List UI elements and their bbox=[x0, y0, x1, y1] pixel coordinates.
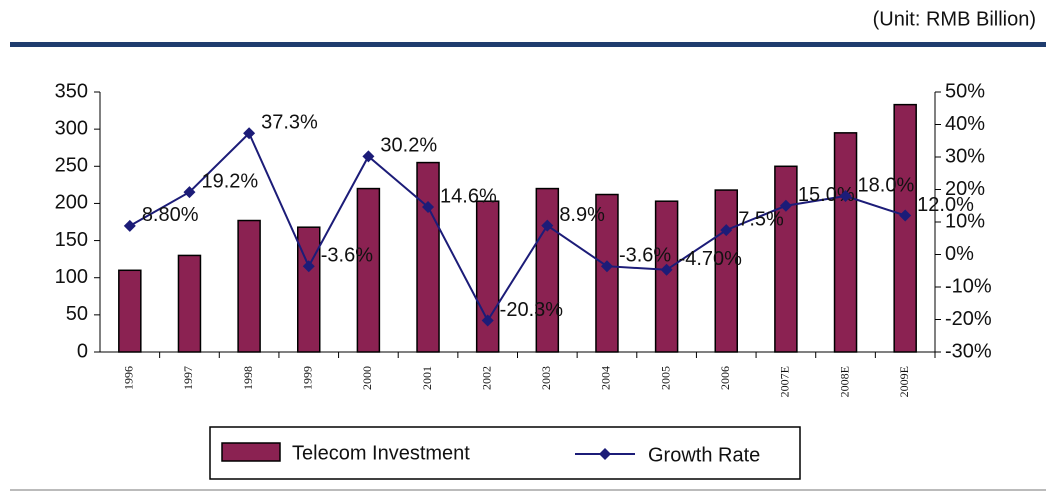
x-tick-label: 2003 bbox=[539, 366, 553, 390]
y2-tick-label: 30% bbox=[945, 145, 985, 167]
marker bbox=[839, 190, 852, 202]
bar bbox=[118, 269, 142, 353]
bar bbox=[297, 226, 321, 353]
bar bbox=[475, 200, 500, 353]
y2-tick-label: 0% bbox=[945, 243, 974, 265]
bar bbox=[535, 187, 560, 353]
subtitle: (Unit: RMB Billion) bbox=[873, 8, 1036, 30]
data-label: 19.2% bbox=[201, 170, 258, 192]
marker bbox=[720, 224, 733, 237]
marker bbox=[362, 150, 375, 163]
marker bbox=[541, 219, 554, 232]
y2-tick-label: 40% bbox=[945, 113, 985, 135]
legend-marker bbox=[599, 448, 611, 460]
x-tick-label: 2006 bbox=[718, 366, 732, 390]
data-label: 14.6% bbox=[440, 185, 497, 207]
y2-tick-label: 20% bbox=[945, 178, 985, 200]
marker bbox=[660, 263, 673, 276]
x-tick-label: 2008E bbox=[837, 366, 851, 397]
data-label: 18.0% bbox=[858, 174, 915, 196]
y2-tick-label: 10% bbox=[945, 210, 985, 232]
y-tick-label: 300 bbox=[55, 117, 88, 139]
data-label: 12.0% bbox=[917, 194, 974, 216]
y2-tick-label: -30% bbox=[945, 340, 992, 362]
x-tick-label: 1998 bbox=[241, 366, 255, 390]
data-label: -3.6% bbox=[321, 244, 373, 266]
x-tick-label: 1997 bbox=[181, 366, 195, 390]
footer-rule bbox=[10, 489, 1046, 491]
y-tick-label: 100 bbox=[55, 266, 88, 288]
bar bbox=[595, 193, 619, 353]
marker bbox=[183, 186, 196, 199]
bar bbox=[356, 187, 381, 353]
y-tick-label: 50 bbox=[66, 303, 88, 325]
legend-label: Telecom Investment bbox=[292, 442, 470, 464]
x-tick-label: 2001 bbox=[420, 366, 434, 390]
data-label: 15.0% bbox=[798, 184, 855, 206]
data-label: -3.6% bbox=[619, 244, 671, 266]
marker bbox=[123, 219, 136, 232]
bar bbox=[416, 161, 440, 353]
x-tick-label: 2004 bbox=[599, 366, 613, 390]
x-tick-label: 1996 bbox=[122, 366, 136, 390]
data-label: -4.70% bbox=[679, 248, 743, 270]
x-tick-label: 2002 bbox=[479, 366, 493, 390]
bar bbox=[237, 219, 261, 353]
marker bbox=[302, 260, 315, 273]
data-label: 8.80% bbox=[142, 204, 199, 226]
legend-box bbox=[209, 426, 801, 480]
marker bbox=[422, 201, 435, 214]
y2-tick-label: -10% bbox=[945, 275, 992, 297]
x-tick-label: 2007E bbox=[778, 366, 792, 397]
y-tick-label: 350 bbox=[55, 80, 88, 102]
x-tick-label: 2000 bbox=[360, 366, 374, 390]
line bbox=[129, 131, 906, 323]
legend-swatch bbox=[221, 442, 281, 462]
bar bbox=[893, 103, 917, 353]
data-label: 8.9% bbox=[559, 204, 605, 226]
bar bbox=[833, 132, 858, 353]
marker bbox=[600, 260, 613, 273]
data-label: -20.3% bbox=[500, 299, 564, 321]
bar bbox=[714, 189, 738, 353]
marker bbox=[899, 209, 912, 222]
y-tick-label: 250 bbox=[55, 155, 88, 177]
marker bbox=[243, 127, 256, 140]
data-label: 30.2% bbox=[380, 135, 437, 157]
data-label: 7.5% bbox=[738, 208, 784, 230]
legend-label: Growth Rate bbox=[648, 444, 760, 466]
marker bbox=[481, 314, 494, 327]
bar bbox=[654, 200, 679, 353]
header-rule bbox=[10, 42, 1046, 47]
bar bbox=[177, 254, 202, 353]
y2-tick-label: -20% bbox=[945, 308, 992, 330]
data-label: 37.3% bbox=[261, 112, 318, 134]
bar bbox=[774, 165, 798, 353]
x-tick-label: 2009E bbox=[897, 366, 911, 397]
marker bbox=[779, 199, 792, 212]
y-tick-label: 200 bbox=[55, 192, 88, 214]
x-tick-label: 2005 bbox=[658, 366, 672, 390]
x-tick-label: 1999 bbox=[301, 366, 315, 390]
y-tick-label: 150 bbox=[55, 229, 88, 251]
y-tick-label: 0 bbox=[77, 340, 88, 362]
y2-tick-label: 50% bbox=[945, 80, 985, 102]
